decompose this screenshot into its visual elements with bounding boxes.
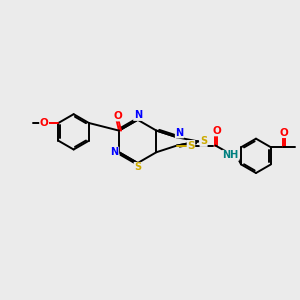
Text: O: O (40, 118, 49, 128)
Text: O: O (212, 126, 221, 136)
Text: NH: NH (223, 150, 239, 161)
Text: N: N (134, 110, 142, 120)
Text: S: S (134, 162, 141, 172)
Text: N: N (111, 147, 119, 157)
Text: N: N (176, 128, 184, 138)
Text: S: S (200, 136, 207, 146)
Text: S: S (187, 140, 195, 151)
Text: O: O (113, 111, 122, 121)
Text: O: O (280, 128, 289, 137)
